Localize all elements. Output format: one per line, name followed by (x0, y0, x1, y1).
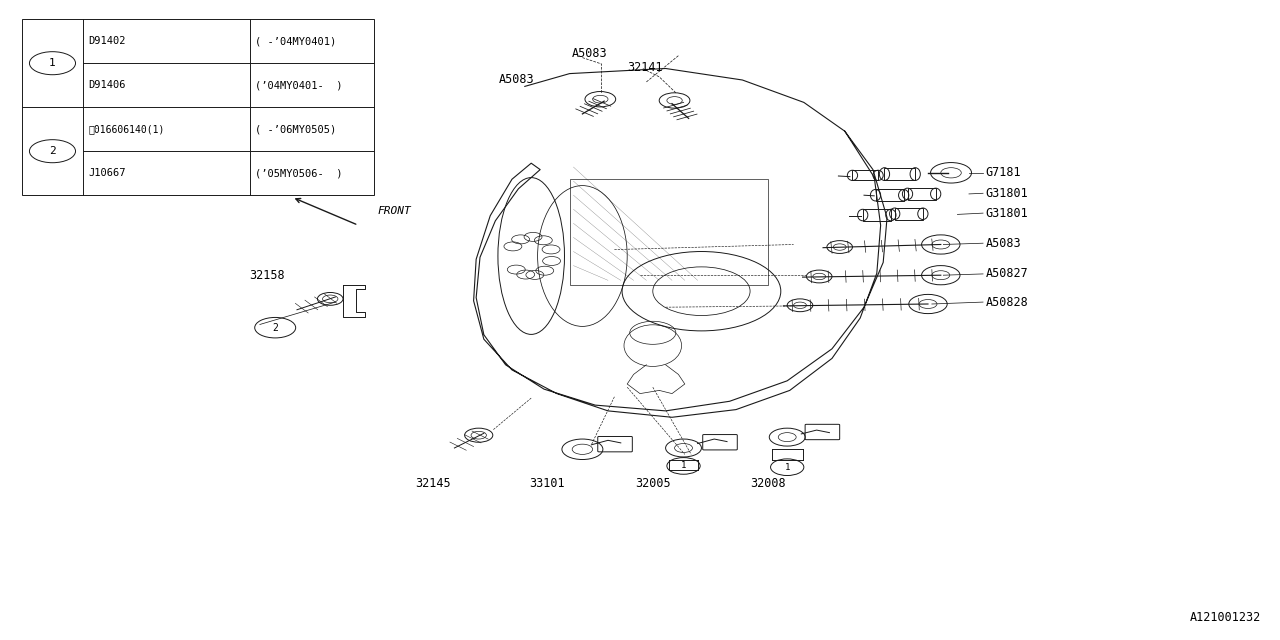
Text: 32008: 32008 (750, 477, 786, 490)
Text: 33101: 33101 (529, 477, 564, 490)
Text: (’04MY0401-  ): (’04MY0401- ) (255, 80, 342, 90)
Text: 32141: 32141 (627, 61, 663, 74)
Bar (863, 209, 891, 221)
Text: 2: 2 (273, 323, 278, 333)
Text: 2: 2 (49, 146, 56, 156)
Text: J10667: J10667 (88, 168, 125, 178)
Text: D91402: D91402 (88, 36, 125, 46)
Text: A5083: A5083 (986, 237, 1021, 250)
Text: G7181: G7181 (986, 166, 1021, 179)
Text: 1: 1 (49, 58, 56, 68)
Text: 1: 1 (785, 463, 790, 472)
Text: (’05MY0506-  ): (’05MY0506- ) (255, 168, 342, 178)
Text: D91406: D91406 (88, 80, 125, 90)
Text: A5083: A5083 (572, 47, 608, 60)
Bar (570, 179, 768, 285)
Text: A50828: A50828 (986, 296, 1028, 308)
Bar (908, 188, 936, 200)
Text: ( -’04MY0401): ( -’04MY0401) (255, 36, 335, 46)
Bar (876, 189, 904, 201)
Bar (884, 168, 915, 180)
Text: G31801: G31801 (986, 207, 1028, 220)
Text: A121001232: A121001232 (1189, 611, 1261, 624)
Text: FRONT: FRONT (378, 206, 411, 216)
Bar (22, 19, 374, 195)
Text: Ⓑ016606140(1): Ⓑ016606140(1) (88, 124, 165, 134)
Text: 32158: 32158 (250, 269, 285, 282)
Text: ( -’06MY0505): ( -’06MY0505) (255, 124, 335, 134)
Text: 32145: 32145 (415, 477, 451, 490)
Bar (895, 208, 923, 220)
Bar (852, 170, 878, 180)
Text: A50827: A50827 (986, 268, 1028, 280)
Text: G31801: G31801 (986, 187, 1028, 200)
Text: 32005: 32005 (635, 477, 671, 490)
Text: 1: 1 (681, 461, 686, 470)
Text: A5083: A5083 (499, 73, 535, 86)
